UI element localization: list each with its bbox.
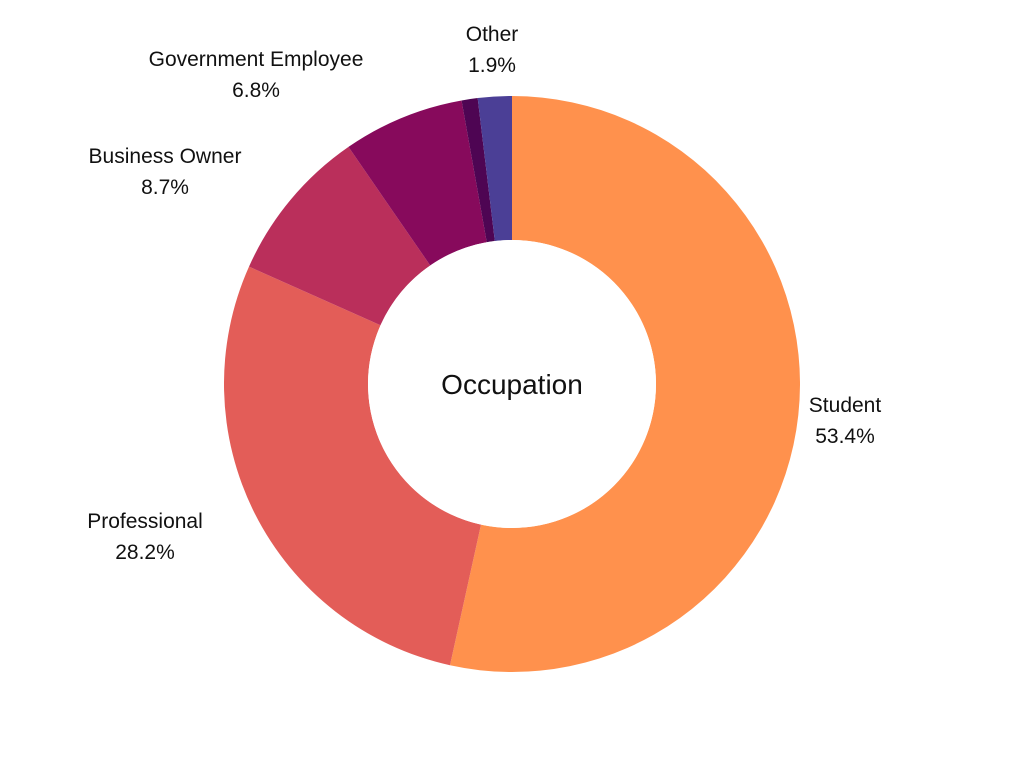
- donut-hole: [368, 240, 656, 528]
- label-name-student: Student: [809, 394, 882, 417]
- label-value-other: 1.9%: [468, 54, 516, 77]
- label-professional: Professional 28.2%: [87, 510, 203, 564]
- label-other: Other 1.9%: [466, 23, 519, 77]
- label-value-student: 53.4%: [815, 425, 875, 448]
- slice-professional: [223, 266, 481, 666]
- label-name-professional: Professional: [87, 510, 203, 533]
- label-value-business-owner: 8.7%: [141, 176, 189, 199]
- slice-government-employee: [348, 100, 487, 266]
- label-value-professional: 28.2%: [115, 541, 175, 564]
- label-value-government-employee: 6.8%: [232, 79, 280, 102]
- slice-other: [477, 96, 512, 242]
- slice-student: [449, 96, 800, 673]
- donut-slices: [223, 96, 800, 673]
- label-name-government-employee: Government Employee: [149, 48, 364, 71]
- slice-unlabeled-4: [461, 98, 495, 243]
- center-title: Occupation: [441, 369, 583, 400]
- label-name-business-owner: Business Owner: [89, 145, 242, 168]
- label-student: Student 53.4%: [809, 394, 882, 448]
- label-business-owner: Business Owner 8.7%: [89, 145, 242, 199]
- label-government-employee: Government Employee 6.8%: [149, 48, 364, 102]
- slice-labels: Student 53.4% Professional 28.2% Business Ow…: [87, 23, 881, 564]
- label-name-other: Other: [466, 23, 519, 46]
- slice-business-owner: [249, 146, 431, 326]
